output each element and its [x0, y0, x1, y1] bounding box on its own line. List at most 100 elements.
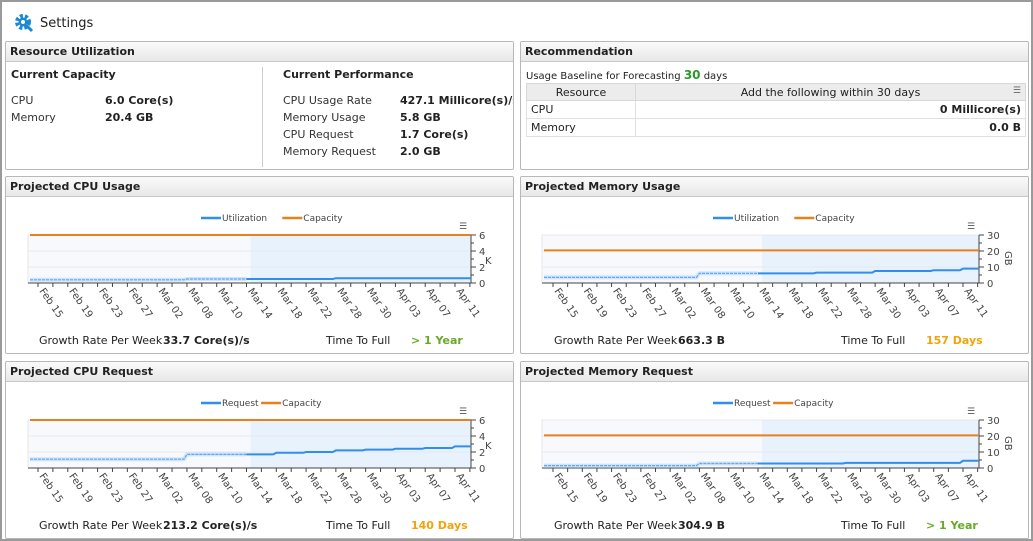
forecast-region: [250, 235, 471, 283]
y-axis-unit: K: [485, 441, 492, 452]
forecast-region: [762, 420, 979, 468]
resource-utilization-panel: Resource Utilization Current Capacity CP…: [5, 41, 514, 170]
settings-gear-icon: [15, 14, 34, 33]
x-tick-label: Mar 30: [874, 471, 903, 506]
history-line: [544, 462, 758, 467]
x-tick-label: Mar 10: [215, 471, 244, 506]
y-tick-label: 10: [987, 263, 1000, 274]
growth-label: Growth Rate Per Week: [39, 334, 163, 347]
forecast-line: [246, 277, 471, 280]
y-tick-label: 4: [479, 247, 485, 258]
x-tick-label: Mar 02: [669, 286, 698, 321]
cpu-request-panel: Projected CPU Request Growth Rate Per We…: [5, 361, 514, 539]
x-tick-label: Mar 08: [185, 286, 214, 321]
y-tick-label: 0: [479, 464, 485, 475]
x-tick-label: Apr 07: [424, 471, 452, 505]
x-tick-label: Apr 03: [903, 471, 931, 505]
growth-label: Growth Rate Per Week: [554, 519, 678, 532]
capacity-value: 6.0 Core(s): [105, 94, 174, 107]
growth-value: 304.9 B: [678, 519, 726, 532]
legend-label-utilization[interactable]: Utilization: [734, 214, 779, 224]
y-tick-label: 30: [987, 231, 1000, 242]
column-header-add[interactable]: Add the following within 30 days ☰: [635, 83, 1026, 101]
panel-title: Projected Memory Usage: [521, 177, 1028, 197]
capacity-value: 20.4 GB: [105, 111, 154, 124]
chart-menu-icon[interactable]: ☰: [459, 407, 467, 417]
mem-request-panel: Projected Memory Request Growth Rate Per…: [520, 361, 1029, 539]
growth-label: Growth Rate Per Week: [554, 334, 678, 347]
x-tick-label: Mar 30: [874, 286, 903, 321]
forecast-line: [758, 267, 979, 275]
time-to-full-label: Time To Full: [841, 334, 906, 347]
chart-menu-icon[interactable]: ☰: [967, 407, 975, 417]
x-tick-label: Mar 14: [245, 471, 274, 506]
time-to-full-value: > 1 Year: [411, 334, 463, 347]
baseline-suffix: days: [703, 71, 728, 82]
legend-label-request[interactable]: Request: [734, 399, 771, 409]
legend-label-capacity[interactable]: Capacity: [282, 399, 322, 409]
legend-label-capacity[interactable]: Capacity: [303, 214, 343, 224]
x-tick-label: Apr 11: [454, 286, 482, 320]
history-line: [544, 272, 758, 278]
time-to-full-value: 157 Days: [926, 334, 983, 347]
baseline-value: 30: [683, 68, 701, 82]
capacity-label: Memory: [11, 111, 56, 124]
x-tick-label: Mar 08: [698, 286, 727, 321]
x-tick-label: Mar 08: [185, 471, 214, 506]
growth-label: Growth Rate Per Week: [39, 519, 163, 532]
chart-menu-icon[interactable]: ☰: [459, 222, 467, 232]
y-tick-label: 2: [479, 263, 485, 274]
time-to-full-value: 140 Days: [411, 519, 468, 532]
x-tick-label: Mar 08: [698, 471, 727, 506]
resource-cell: Memory: [526, 118, 636, 137]
x-tick-label: Apr 07: [932, 286, 960, 320]
legend-label-request[interactable]: Request: [222, 399, 259, 409]
recommendation-table: Resource Add the following within 30 day…: [526, 83, 1026, 137]
column-header-resource[interactable]: Resource: [526, 83, 636, 101]
performance-label: Memory Usage: [283, 111, 366, 124]
x-tick-label: Apr 03: [903, 286, 931, 320]
x-tick-label: Mar 28: [334, 286, 363, 321]
x-tick-label: Apr 03: [394, 471, 422, 505]
x-tick-label: Feb 27: [126, 471, 154, 505]
time-to-full-label: Time To Full: [326, 519, 391, 532]
x-tick-label: Mar 28: [334, 471, 363, 506]
growth-value: 213.2 Core(s)/s: [163, 519, 258, 532]
y-tick-label: 20: [987, 247, 1000, 258]
y-tick-label: 6: [479, 231, 485, 242]
x-tick-label: Mar 18: [275, 471, 304, 506]
divider: [262, 67, 263, 167]
page-title: Settings: [40, 15, 94, 31]
x-tick-label: Mar 14: [757, 286, 786, 321]
performance-value: 427.1 Millicore(s)/s: [400, 94, 514, 107]
x-tick-label: Feb 27: [639, 286, 667, 320]
x-tick-label: Mar 10: [727, 286, 756, 321]
x-tick-label: Mar 22: [815, 471, 844, 506]
chart-menu-icon[interactable]: ☰: [967, 222, 975, 232]
column-header-label: Add the following within 30 days: [740, 85, 921, 99]
x-tick-label: Feb 27: [639, 471, 667, 505]
y-tick-label: 4: [479, 432, 485, 443]
page-header: Settings: [14, 12, 93, 34]
legend-label-capacity[interactable]: Capacity: [794, 399, 834, 409]
x-tick-label: Feb 19: [66, 286, 94, 320]
x-tick-label: Apr 03: [394, 286, 422, 320]
x-tick-label: Feb 23: [96, 286, 124, 320]
x-tick-label: Feb 23: [610, 286, 638, 320]
x-tick-label: Feb 15: [552, 286, 580, 320]
column-menu-icon[interactable]: ☰: [1012, 86, 1021, 96]
x-tick-label: Apr 11: [962, 471, 990, 505]
panel-title: Projected CPU Request: [6, 362, 513, 382]
x-tick-label: Feb 19: [581, 471, 609, 505]
y-axis-unit: GB: [1002, 436, 1013, 451]
legend-label-capacity[interactable]: Capacity: [815, 214, 855, 224]
panel-title: Projected Memory Request: [521, 362, 1028, 382]
value-cell: 0.0 B: [635, 118, 1026, 137]
baseline-text: Usage Baseline for Forecasting 30 days: [526, 68, 727, 82]
y-tick-label: 0: [987, 279, 993, 290]
table-row: Memory 0.0 B: [526, 118, 1026, 137]
x-tick-label: Mar 02: [669, 471, 698, 506]
legend-label-utilization[interactable]: Utilization: [222, 214, 267, 224]
